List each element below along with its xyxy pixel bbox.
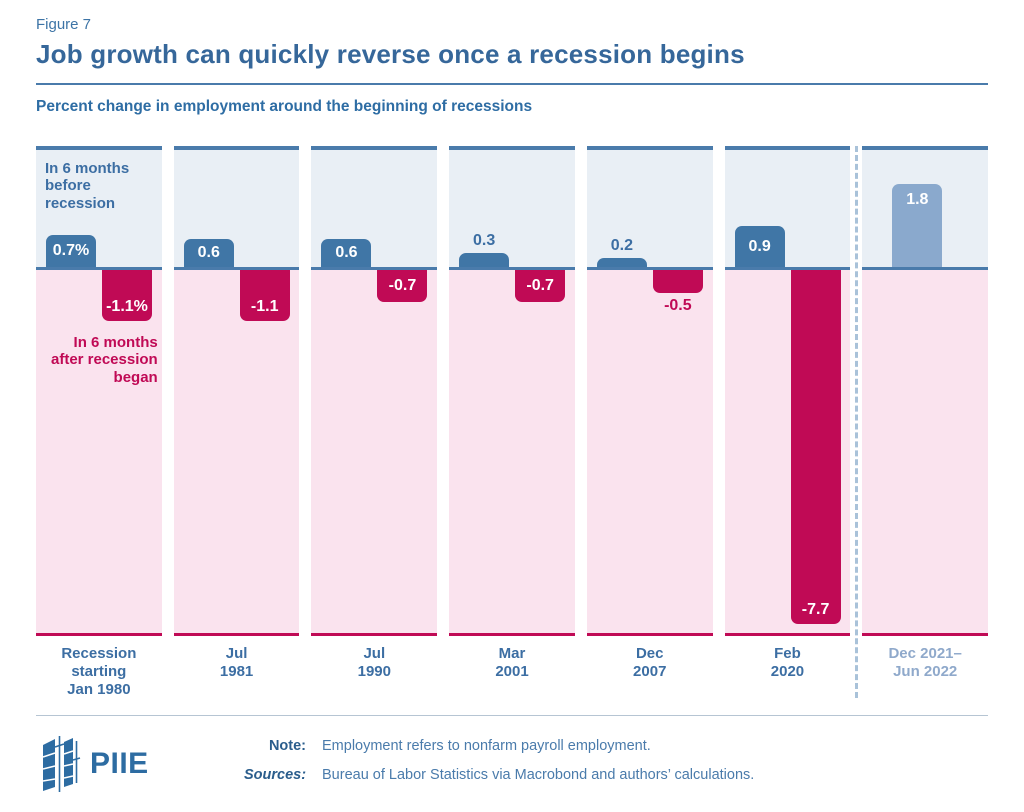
after-bar: -7.7 bbox=[790, 270, 841, 624]
panel-jul-1990: 0.6 -0.7 Jul 1990 bbox=[311, 146, 438, 699]
panel-plot-area: 0.7% -1.1% In 6 months before recession … bbox=[36, 146, 162, 636]
before-bar: 0.3 bbox=[459, 232, 510, 267]
after-bar: -0.7 bbox=[515, 270, 566, 302]
before-bar-value: 0.3 bbox=[473, 232, 496, 249]
post-recession-region bbox=[862, 270, 989, 636]
before-recession-annotation: In 6 months before recession bbox=[45, 160, 130, 212]
x-axis-label: Mar 2001 bbox=[495, 645, 529, 680]
pre-recession-region bbox=[724, 146, 851, 270]
bar-chart: 0.7% -1.1% In 6 months before recession … bbox=[36, 146, 989, 699]
latest-period-bar-value: 1.8 bbox=[906, 191, 929, 208]
note-label: Note: bbox=[268, 738, 306, 754]
after-bar-value: -0.7 bbox=[526, 277, 554, 294]
zero-line bbox=[586, 267, 713, 270]
piie-logo: PIIE bbox=[36, 735, 244, 793]
x-axis-label: Jul 1990 bbox=[357, 645, 391, 680]
after-recession-annotation: In 6 months after recession began bbox=[50, 334, 158, 386]
panel-dec-2021-jun-2022: 1.8 Dec 2021– Jun 2022 bbox=[862, 146, 989, 699]
sources-text: Bureau of Labor Statistics via Macrobond… bbox=[322, 767, 755, 783]
before-bar: 0.6 bbox=[183, 239, 234, 267]
piie-logo-text: PIIE bbox=[90, 747, 149, 780]
panel-jan-1980: 0.7% -1.1% In 6 months before recession … bbox=[36, 146, 162, 699]
panel-plot-area: 0.6 -1.1 bbox=[173, 146, 300, 636]
before-bar-value: 0.6 bbox=[335, 244, 358, 261]
after-bar-value: -1.1% bbox=[106, 298, 148, 315]
x-axis-label: Dec 2007 bbox=[633, 645, 667, 680]
after-bar-value: -7.7 bbox=[801, 601, 830, 618]
note-row: Note: Employment refers to nonfarm payro… bbox=[244, 738, 988, 754]
panel-jul-1981: 0.6 -1.1 Jul 1981 bbox=[173, 146, 300, 699]
after-bar-value: -0.5 bbox=[664, 297, 692, 314]
latest-period-bar: 1.8 bbox=[892, 184, 943, 267]
panel-plot-area: 1.8 bbox=[862, 146, 989, 636]
before-bar-value: 0.7% bbox=[52, 242, 90, 259]
post-recession-region bbox=[586, 270, 713, 636]
before-bar: 0.7% bbox=[46, 235, 96, 267]
before-bar-value: 0.9 bbox=[748, 237, 771, 255]
sources-label: Sources: bbox=[244, 767, 307, 783]
panel-feb-2020: 0.9 -7.7 Feb 2020 bbox=[724, 146, 851, 699]
zero-line bbox=[311, 267, 438, 270]
zero-line bbox=[36, 267, 162, 270]
note-text: Employment refers to nonfarm payroll emp… bbox=[322, 738, 651, 754]
x-axis-label: Jul 1981 bbox=[219, 645, 254, 680]
pre-recession-region bbox=[586, 146, 713, 270]
after-bar-value: -1.1 bbox=[250, 298, 279, 315]
after-bar: -0.7 bbox=[377, 270, 428, 302]
post-recession-region bbox=[311, 270, 438, 636]
before-bar: 0.9 bbox=[734, 226, 785, 267]
sources-row: Sources: Bureau of Labor Statistics via … bbox=[244, 767, 988, 783]
zero-line bbox=[449, 267, 575, 270]
panel-dec-2007: 0.2 -0.5 Dec 2007 bbox=[586, 146, 713, 699]
post-recession-region bbox=[36, 270, 162, 636]
after-bar-value: -0.7 bbox=[388, 277, 417, 294]
after-bar: -1.1% bbox=[102, 270, 152, 321]
title-divider bbox=[36, 83, 988, 85]
pre-recession-region bbox=[449, 146, 575, 270]
piie-building-icon bbox=[42, 736, 81, 792]
x-axis-label: Recession starting Jan 1980 bbox=[61, 645, 137, 698]
x-axis-label: Feb 2020 bbox=[770, 645, 805, 680]
after-bar: -0.5 bbox=[652, 270, 703, 314]
post-recession-region bbox=[449, 270, 575, 636]
panel-plot-area: 0.6 -0.7 bbox=[311, 146, 438, 636]
before-bar-value: 0.6 bbox=[197, 244, 220, 261]
dashed-separator-line bbox=[855, 146, 858, 698]
panel-row: 0.7% -1.1% In 6 months before recession … bbox=[36, 146, 989, 699]
x-axis-label: Dec 2021– Jun 2022 bbox=[888, 645, 962, 680]
footer-notes: Note: Employment refers to nonfarm payro… bbox=[244, 735, 988, 796]
chart-subtitle: Percent change in employment around the … bbox=[36, 98, 533, 115]
panel-plot-area: 0.2 -0.5 bbox=[586, 146, 713, 636]
panel-plot-area: 0.9 -7.7 bbox=[724, 146, 851, 636]
panel-mar-2001: 0.3 -0.7 Mar 2001 bbox=[449, 146, 575, 699]
zero-line bbox=[173, 267, 300, 270]
after-bar: -1.1 bbox=[239, 270, 290, 321]
before-bar: 0.6 bbox=[321, 239, 372, 267]
zero-line bbox=[724, 267, 851, 270]
panel-plot-area: 0.3 -0.7 bbox=[449, 146, 575, 636]
pre-recession-region bbox=[311, 146, 438, 270]
zero-line bbox=[862, 267, 989, 270]
post-recession-region bbox=[173, 270, 300, 636]
before-bar: 0.2 bbox=[596, 237, 647, 267]
before-bar-value: 0.2 bbox=[610, 237, 633, 254]
figure-number: Figure 7 bbox=[36, 16, 92, 33]
footer: PIIE Note: Employment refers to nonfarm … bbox=[36, 715, 988, 796]
page-title: Job growth can quickly reverse once a re… bbox=[36, 39, 745, 69]
